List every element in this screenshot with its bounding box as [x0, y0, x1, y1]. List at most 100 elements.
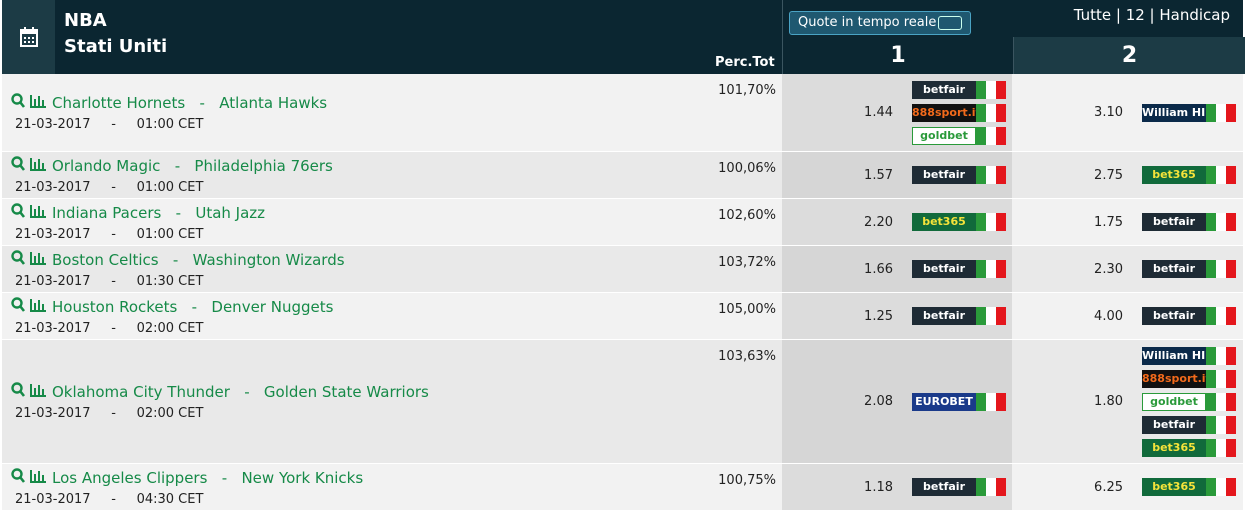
away-team[interactable]: Utah Jazz — [195, 203, 266, 222]
odds-cell-2[interactable]: 3.10 William HILL — [1012, 74, 1242, 151]
home-team[interactable]: Los Angeles Clippers — [52, 468, 208, 487]
bookmaker-name: betfair — [912, 478, 976, 496]
bookmaker-logo[interactable]: bet365 — [1142, 166, 1236, 184]
odd: 1.66 — [864, 261, 893, 277]
bookmaker-logo[interactable]: bet365 — [912, 213, 1006, 231]
match-icons[interactable] — [10, 155, 52, 176]
odds-cell-1[interactable]: 1.25 betfair — [782, 293, 1012, 339]
odds-cell-1[interactable]: 2.20 bet365 — [782, 199, 1012, 245]
odds-cell-2[interactable]: 6.25 bet365 — [1012, 464, 1242, 510]
away-team[interactable]: New York Knicks — [241, 468, 364, 487]
match-info: Indiana Pacers - Utah Jazz 21-03-2017 - 0… — [2, 199, 782, 245]
bookmakers: betfair — [1142, 307, 1236, 325]
odds-cell-1[interactable]: 1.18 betfair — [782, 464, 1012, 510]
bookmaker-logo[interactable]: EUROBET — [912, 392, 1006, 411]
date: 21-03-2017 — [15, 491, 91, 507]
date: 21-03-2017 — [15, 406, 91, 421]
bookmaker-logo[interactable]: bet365 — [1142, 478, 1236, 496]
odd: 1.80 — [1094, 394, 1123, 409]
flag — [1206, 307, 1236, 325]
bookmaker-logo[interactable]: betfair — [912, 166, 1006, 184]
teams: Los Angeles Clippers - New York Knicks — [10, 467, 782, 488]
bookmaker-logo[interactable]: betfair — [1142, 415, 1236, 434]
home-team[interactable]: Indiana Pacers — [52, 203, 162, 222]
match-icons[interactable] — [10, 93, 52, 113]
date: 21-03-2017 — [15, 117, 91, 132]
table-header: NBA Stati Uniti Perc.Tot Quote in tempo … — [2, 0, 1245, 74]
odds-cell-2[interactable]: 2.75 bet365 — [1012, 152, 1242, 198]
bookmaker-logo[interactable]: bet365 — [1142, 438, 1236, 457]
odds-cell-2[interactable]: 1.80 William HILL 888sport.it goldbet betfai… — [1012, 340, 1242, 463]
time: 01:00 CET — [136, 179, 204, 195]
teams: Houston Rockets - Denver Nuggets — [10, 296, 782, 317]
bookmaker-name: betfair — [1142, 213, 1206, 231]
bookmaker-logo[interactable]: betfair — [912, 260, 1006, 278]
odds-cell-2[interactable]: 1.75 betfair — [1012, 199, 1242, 245]
odds-cell-2[interactable]: 4.00 betfair — [1012, 293, 1242, 339]
home-team[interactable]: Orlando Magic — [52, 156, 161, 175]
odd: 1.75 — [1094, 214, 1123, 230]
match-row: Boston Celtics - Washington Wizards 21-03… — [2, 246, 1243, 293]
bookmaker-name: bet365 — [1142, 166, 1206, 184]
home-team[interactable]: Charlotte Hornets — [52, 94, 186, 112]
datetime: 21-03-2017 - 01:00 CET — [15, 180, 782, 195]
odds-cell-1[interactable]: 1.66 betfair — [782, 246, 1012, 292]
bookmakers: bet365 — [912, 213, 1006, 231]
bookmaker-name: 888sport.it — [912, 103, 976, 122]
market-filters[interactable]: Tutte | 12 | Handicap — [1073, 6, 1230, 24]
teams: Boston Celtics - Washington Wizards — [10, 249, 782, 270]
home-team[interactable]: Boston Celtics — [52, 250, 159, 269]
away-team[interactable]: Washington Wizards — [192, 250, 345, 269]
away-team[interactable]: Atlanta Hawks — [219, 94, 328, 112]
bookmakers: bet365 — [1142, 478, 1236, 496]
bookmaker-logo[interactable]: betfair — [912, 307, 1006, 325]
flag — [976, 213, 1006, 231]
home-team[interactable]: Houston Rockets — [52, 297, 178, 316]
match-icons[interactable] — [10, 296, 52, 317]
datetime: 21-03-2017 - 02:00 CET — [15, 321, 782, 336]
bookmaker-logo[interactable]: betfair — [1142, 307, 1236, 325]
bookmaker-logo[interactable]: betfair — [1142, 213, 1236, 231]
match-icons[interactable] — [10, 467, 52, 488]
live-button[interactable]: Quote in tempo reale — [789, 11, 972, 35]
bookmaker-logo[interactable]: goldbet — [912, 126, 1006, 145]
separator: - — [161, 203, 196, 222]
bookmaker-name: bet365 — [912, 213, 976, 231]
match-icons[interactable] — [10, 382, 52, 402]
flag — [1206, 260, 1236, 278]
odds-cell-1[interactable]: 2.08 EUROBET — [782, 340, 1012, 463]
bookmaker-name: EUROBET — [912, 392, 976, 411]
bookmaker-logo[interactable]: 888sport.it — [1142, 369, 1236, 388]
bookmaker-logo[interactable]: 888sport.it — [912, 103, 1006, 122]
calendar-icon[interactable] — [2, 0, 55, 74]
odd: 2.20 — [864, 214, 893, 230]
time: 01:30 CET — [136, 273, 204, 289]
away-team[interactable]: Denver Nuggets — [211, 297, 334, 316]
bookmaker-name: bet365 — [1142, 478, 1206, 496]
bookmaker-logo[interactable]: betfair — [1142, 260, 1236, 278]
match-row: Charlotte Hornets - Atlanta Hawks 21-03-2… — [2, 74, 1243, 152]
bookmaker-name: betfair — [1142, 260, 1206, 278]
perc: 103,72% — [718, 255, 776, 270]
home-team[interactable]: Oklahoma City Thunder — [52, 383, 230, 401]
flag — [1206, 478, 1236, 496]
match-icons[interactable] — [10, 249, 52, 270]
datetime: 21-03-2017 - 04:30 CET — [15, 492, 782, 507]
bookmaker-logo[interactable]: William HILL — [1142, 346, 1236, 365]
bookmaker-logo[interactable]: betfair — [912, 478, 1006, 496]
odds-cell-1[interactable]: 1.57 betfair — [782, 152, 1012, 198]
match-info: Oklahoma City Thunder - Golden State War… — [2, 340, 782, 463]
perc: 101,70% — [718, 83, 776, 98]
bookmaker-logo[interactable]: William HILL — [1142, 103, 1236, 122]
away-team[interactable]: Golden State Warriors — [263, 383, 429, 401]
date: 21-03-2017 — [15, 179, 91, 195]
away-team[interactable]: Philadelphia 76ers — [194, 156, 333, 175]
odds-cell-2[interactable]: 2.30 betfair — [1012, 246, 1242, 292]
match-icons[interactable] — [10, 202, 52, 223]
bookmaker-logo[interactable]: goldbet — [1142, 392, 1236, 411]
flag — [976, 126, 1006, 145]
match-row: Indiana Pacers - Utah Jazz 21-03-2017 - 0… — [2, 199, 1243, 246]
odds-cell-1[interactable]: 1.44 betfair 888sport.it goldbet — [782, 74, 1012, 151]
bookmakers: betfair — [912, 166, 1006, 184]
bookmaker-logo[interactable]: betfair — [912, 80, 1006, 99]
